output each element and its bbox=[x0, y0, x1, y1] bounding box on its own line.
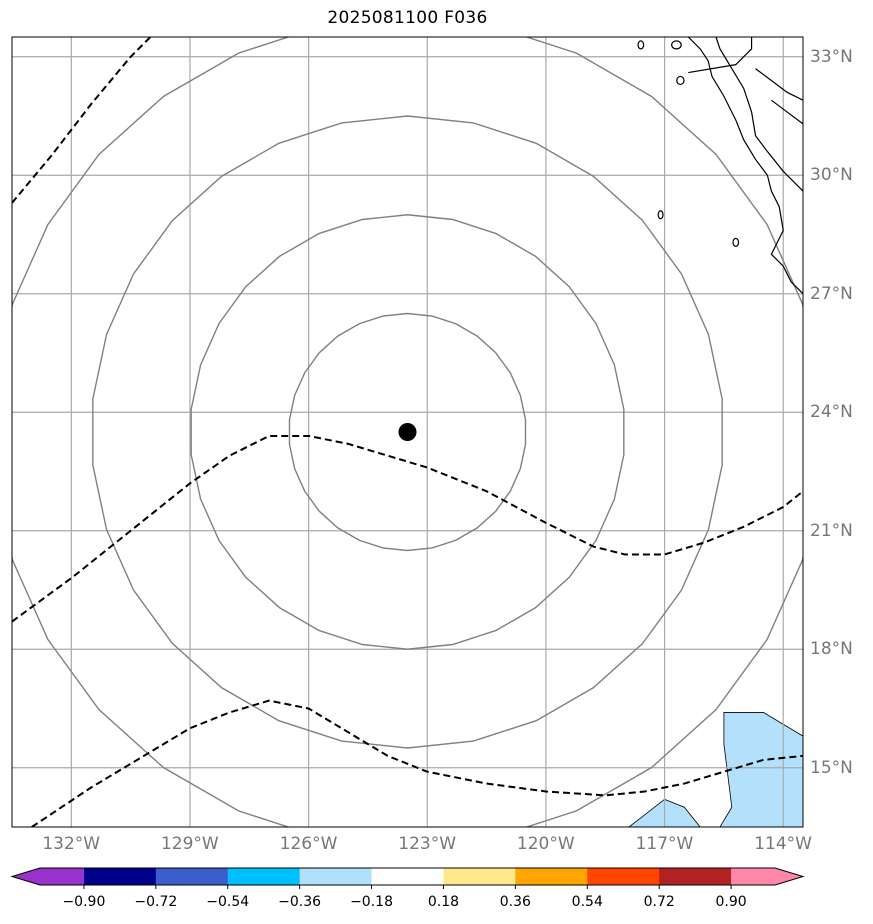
coastline-segment bbox=[771, 99, 803, 125]
colorbar-segment bbox=[515, 868, 588, 885]
range-ring bbox=[92, 115, 723, 749]
colorbar-tick-label: −0.18 bbox=[350, 894, 393, 910]
latitude-tick-label: 15°N bbox=[810, 757, 853, 778]
colorbar-segment bbox=[443, 868, 516, 885]
colorbar-tick-label: −0.72 bbox=[134, 894, 178, 910]
island-outline bbox=[676, 75, 685, 86]
graticule bbox=[12, 37, 803, 827]
longitude-tick-label: 129°W bbox=[160, 834, 219, 854]
colorbar-segment bbox=[659, 868, 732, 885]
colorbar-tick-label: −0.36 bbox=[278, 894, 322, 910]
dashed-contour bbox=[12, 37, 152, 204]
longitude-tick-label: 114°W bbox=[754, 834, 812, 854]
colorbar bbox=[10, 867, 805, 889]
range-ring bbox=[288, 312, 527, 552]
island-outline bbox=[657, 210, 664, 220]
dashed-contour bbox=[31, 699, 803, 827]
longitude-tick-label: 123°W bbox=[398, 834, 457, 854]
range-rings bbox=[12, 37, 803, 827]
latitude-tick-label: 27°N bbox=[810, 283, 853, 304]
longitude-tick-label: 120°W bbox=[516, 834, 575, 854]
colorbar-segment bbox=[587, 868, 660, 885]
colorbar-outline bbox=[10, 867, 805, 886]
latitude-tick-label: 18°N bbox=[810, 639, 853, 660]
colorbar-tick-label: 0.72 bbox=[643, 894, 675, 910]
latitude-tick-label: 33°N bbox=[810, 46, 853, 67]
colorbar-extend-high bbox=[731, 868, 803, 885]
longitude-tick-label: 126°W bbox=[279, 834, 338, 854]
colorbar-segment bbox=[155, 868, 229, 885]
coastline-segment bbox=[755, 68, 803, 101]
island-outline bbox=[732, 237, 740, 247]
dashed-contour bbox=[12, 434, 803, 623]
coastline-segment bbox=[688, 37, 753, 74]
colorbar-extend-low bbox=[12, 868, 84, 885]
colorbar-tick-label: −0.54 bbox=[206, 894, 250, 910]
latitude-tick-label: 24°N bbox=[810, 402, 853, 423]
longitude-tick-label: 117°W bbox=[635, 834, 694, 854]
coastline bbox=[637, 37, 803, 295]
island-outline bbox=[637, 40, 645, 50]
colorbar-tick-label: 0.18 bbox=[427, 894, 460, 910]
map-frame bbox=[11, 36, 804, 828]
dashed-contours bbox=[12, 37, 803, 827]
latitude-tick-label: 30°N bbox=[810, 165, 853, 186]
colorbar-tick-label: −0.90 bbox=[62, 894, 106, 910]
storm-center-marker bbox=[398, 423, 417, 441]
shaded-field bbox=[628, 712, 803, 827]
longitude-tick-label: 132°W bbox=[42, 834, 101, 854]
colorbar-segment bbox=[371, 868, 444, 885]
colorbar-tick-label: 0.36 bbox=[499, 894, 531, 910]
colorbar-segment bbox=[299, 868, 373, 885]
range-ring bbox=[190, 214, 625, 650]
colorbar-tick-label: 0.54 bbox=[571, 894, 603, 910]
shaded-region bbox=[719, 712, 803, 827]
colorbar-tick-label: 0.90 bbox=[715, 894, 747, 910]
coastline-segment bbox=[715, 37, 803, 192]
range-ring bbox=[12, 37, 803, 827]
colorbar-segment bbox=[227, 868, 301, 885]
coastline-segment bbox=[687, 37, 803, 295]
map-title: 2025081100 F036 bbox=[327, 8, 488, 28]
colorbar-segment bbox=[83, 868, 157, 885]
island-outline bbox=[671, 40, 682, 50]
latitude-tick-label: 21°N bbox=[810, 520, 853, 541]
